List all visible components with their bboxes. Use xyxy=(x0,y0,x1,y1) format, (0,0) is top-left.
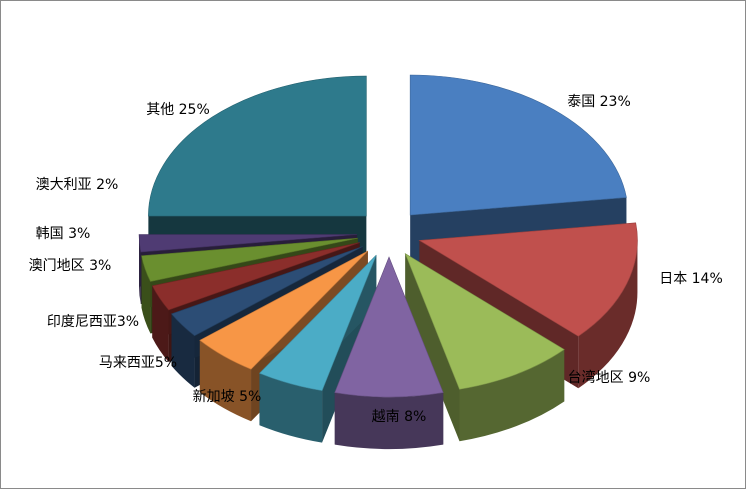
slice-label-8: 澳门地区 3% xyxy=(29,258,112,274)
pie-slice-8 xyxy=(151,242,360,311)
slice-tops-layer xyxy=(138,74,638,398)
slice-rim-9 xyxy=(141,255,151,334)
pie-slice-11 xyxy=(148,75,367,217)
pie-slice-3 xyxy=(404,252,565,390)
pie-slice-6 xyxy=(199,250,369,370)
slice-rim-7 xyxy=(171,313,195,388)
slice-rim-2 xyxy=(578,240,638,389)
slice-rim-3 xyxy=(459,349,565,442)
slice-label-5: 新加坡 5% xyxy=(193,389,262,405)
slice-label-6: 马来西亚5% xyxy=(99,355,177,371)
slice-rim-8 xyxy=(152,285,169,362)
pie-slice-1 xyxy=(409,74,627,216)
slice-label-9: 韩国 3% xyxy=(36,226,91,242)
slice-label-3: 台湾地区 9% xyxy=(568,369,651,386)
slice-labels-layer: 泰国 23% 日本 14% 台湾地区 9% 越南 8% 新加坡 5% 马来西亚5% 印度尼西… xyxy=(29,94,723,425)
slice-label-4: 越南 8% xyxy=(372,409,427,425)
slice-label-7: 印度尼西亚3% xyxy=(47,314,139,330)
pie-slice-2 xyxy=(418,222,638,337)
pie-slice-4 xyxy=(334,256,444,398)
slice-rim-4 xyxy=(334,392,444,450)
slice-rim-6 xyxy=(199,340,252,422)
slice-label-10: 澳大利亚 2% xyxy=(36,177,119,193)
pie-slice-5 xyxy=(258,254,377,391)
slice-wall-3-2 xyxy=(405,253,460,442)
slice-label-11: 其他 25% xyxy=(146,102,210,118)
pie-slice-10 xyxy=(138,234,358,253)
pie-slice-9 xyxy=(141,237,358,282)
slice-rim-10 xyxy=(139,234,141,305)
slice-label-1: 泰国 23% xyxy=(567,94,631,110)
pie-slice-7 xyxy=(170,246,363,337)
slice-label-2: 日本 14% xyxy=(659,271,723,287)
slice-rim-5 xyxy=(259,373,323,443)
